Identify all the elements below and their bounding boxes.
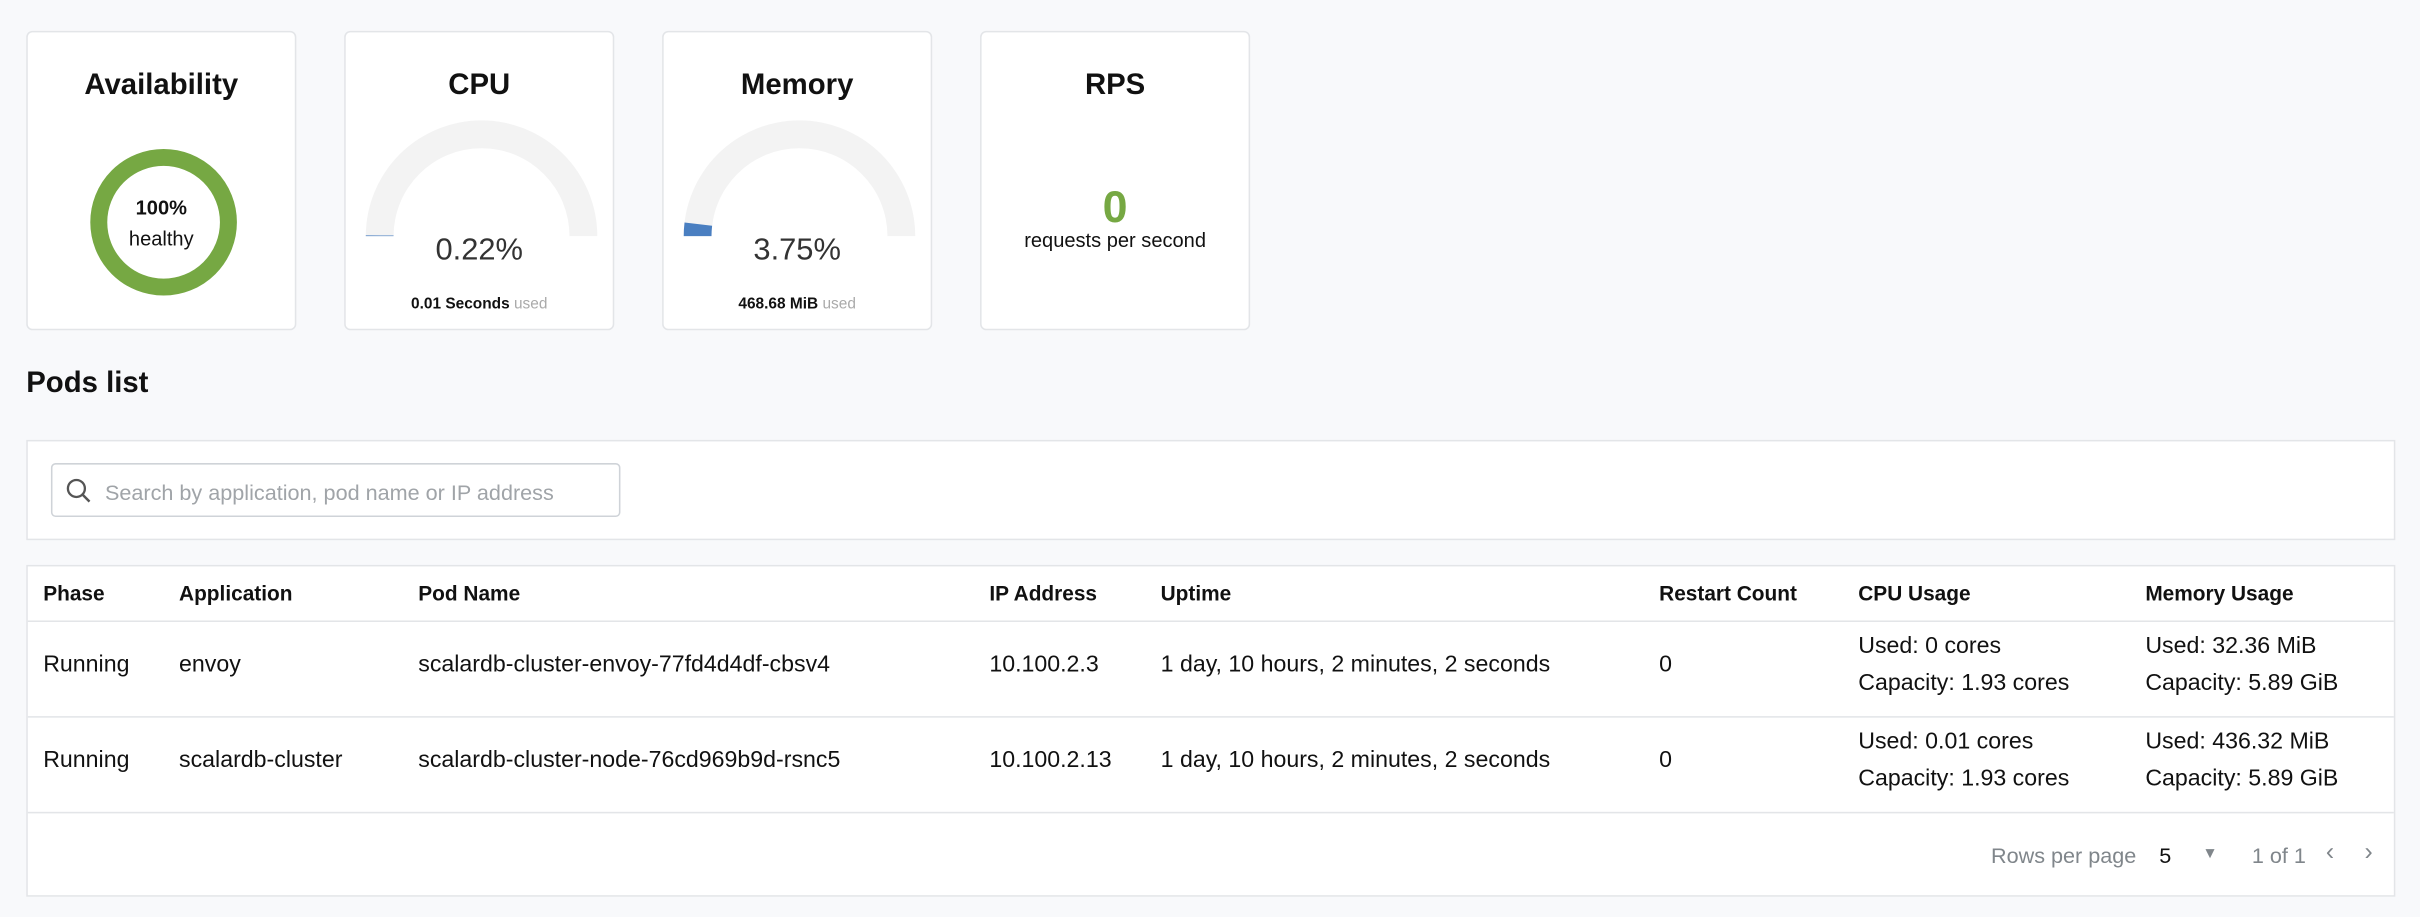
column-header[interactable]: CPU Usage: [1858, 581, 1971, 606]
column-header[interactable]: Phase: [43, 581, 105, 606]
card-title: RPS: [1084, 69, 1146, 102]
memory-card: Memory 3.75% 468.68 MiB used: [662, 30, 933, 331]
rps-card: RPS 0 requests per second: [980, 30, 1251, 331]
pods-list-title: Pods list: [26, 367, 149, 400]
prev-page-icon[interactable]: ‹: [2325, 839, 2335, 866]
availability-donut: [90, 148, 237, 296]
column-header[interactable]: Memory Usage: [2145, 581, 2294, 606]
rows-per-page-select[interactable]: 5: [2159, 842, 2172, 868]
cell-ip: 10.100.2.3: [989, 651, 1099, 678]
search-box: [50, 463, 621, 519]
card-title: Memory: [740, 69, 854, 102]
cpu-gauge: [365, 120, 598, 237]
cell-cpu-capacity: Capacity: 1.93 cores: [1858, 669, 2070, 697]
memory-used: 468.68 MiB used: [664, 296, 931, 313]
column-header[interactable]: Application: [179, 581, 293, 606]
column-header[interactable]: Pod Name: [418, 581, 521, 606]
card-title: Availability: [84, 69, 239, 102]
memory-used-amount: 468.68 MiB: [738, 296, 819, 314]
rps-value: 0: [1102, 183, 1128, 234]
cpu-value: 0.22%: [435, 233, 523, 268]
availability-label: healthy: [128, 226, 194, 251]
cell-cpu-capacity: Capacity: 1.93 cores: [1858, 765, 2070, 792]
rps-label: requests per second: [1024, 228, 1206, 252]
cell-phase: Running: [43, 651, 130, 678]
table-header: Phase Application Pod Name IP Address Uptime…: [27, 566, 2394, 622]
cell-application: envoy: [179, 651, 241, 678]
table-row[interactable]: Running scalardb-cluster scalardb-cluster-…: [27, 716, 2394, 814]
availability-value: 100%: [135, 196, 187, 220]
availability-card: Availability 100% healthy: [26, 30, 297, 331]
cell-mem-capacity: Capacity: 5.89 GiB: [2145, 765, 2339, 792]
rows-per-page-label: Rows per page: [1990, 842, 2137, 868]
cell-mem-used: Used: 436.32 MiB: [2145, 728, 2330, 755]
used-label: used: [513, 296, 548, 314]
used-label: used: [822, 296, 856, 314]
search-icon: [66, 478, 91, 503]
cell-cpu-used: Used: 0 cores: [1858, 632, 2002, 660]
cell-uptime: 1 day, 10 hours, 2 minutes, 2 seconds: [1160, 747, 1551, 774]
next-page-icon[interactable]: ›: [2364, 839, 2373, 866]
cell-pod-name: scalardb-cluster-node-76cd969b9d-rsnc5: [418, 747, 841, 774]
cell-application: scalardb-cluster: [179, 747, 343, 774]
column-header[interactable]: IP Address: [989, 581, 1098, 606]
search-panel: [26, 439, 2396, 541]
cpu-used-amount: 0.01 Seconds: [411, 296, 510, 314]
cell-cpu-used: Used: 0.01 cores: [1858, 728, 2034, 755]
cell-restarts: 0: [1659, 747, 1673, 774]
pods-table: Phase Application Pod Name IP Address Uptime…: [26, 564, 2396, 897]
table-row[interactable]: Running envoy scalardb-cluster-envoy-77fd4…: [27, 620, 2394, 718]
gauge-fill: [365, 235, 394, 237]
page-info: 1 of 1: [2251, 842, 2306, 868]
cell-restarts: 0: [1659, 651, 1673, 678]
cell-pod-name: scalardb-cluster-envoy-77fd4d4df-cbsv4: [418, 651, 831, 678]
memory-gauge: [683, 120, 916, 237]
cell-uptime: 1 day, 10 hours, 2 minutes, 2 seconds: [1160, 651, 1551, 678]
gauge-fill: [683, 222, 713, 237]
cpu-card: CPU 0.22% 0.01 Seconds used: [344, 30, 615, 331]
cell-phase: Running: [43, 747, 130, 774]
search-input[interactable]: [101, 464, 618, 519]
caret-down-icon[interactable]: ▼: [2202, 845, 2218, 863]
cpu-used: 0.01 Seconds used: [346, 296, 613, 313]
memory-value: 3.75%: [753, 233, 841, 268]
gauge-track: [683, 120, 916, 237]
card-title: CPU: [448, 69, 511, 102]
gauge-track: [365, 120, 598, 237]
cell-ip: 10.100.2.13: [989, 747, 1112, 774]
column-header[interactable]: Uptime: [1160, 581, 1232, 606]
cell-mem-used: Used: 32.36 MiB: [2145, 632, 2317, 660]
cell-mem-capacity: Capacity: 5.89 GiB: [2145, 669, 2339, 697]
table-pagination: Rows per page 5 ▼ 1 of 1 ‹ ›: [28, 812, 2394, 897]
column-header[interactable]: Restart Count: [1659, 581, 1797, 606]
